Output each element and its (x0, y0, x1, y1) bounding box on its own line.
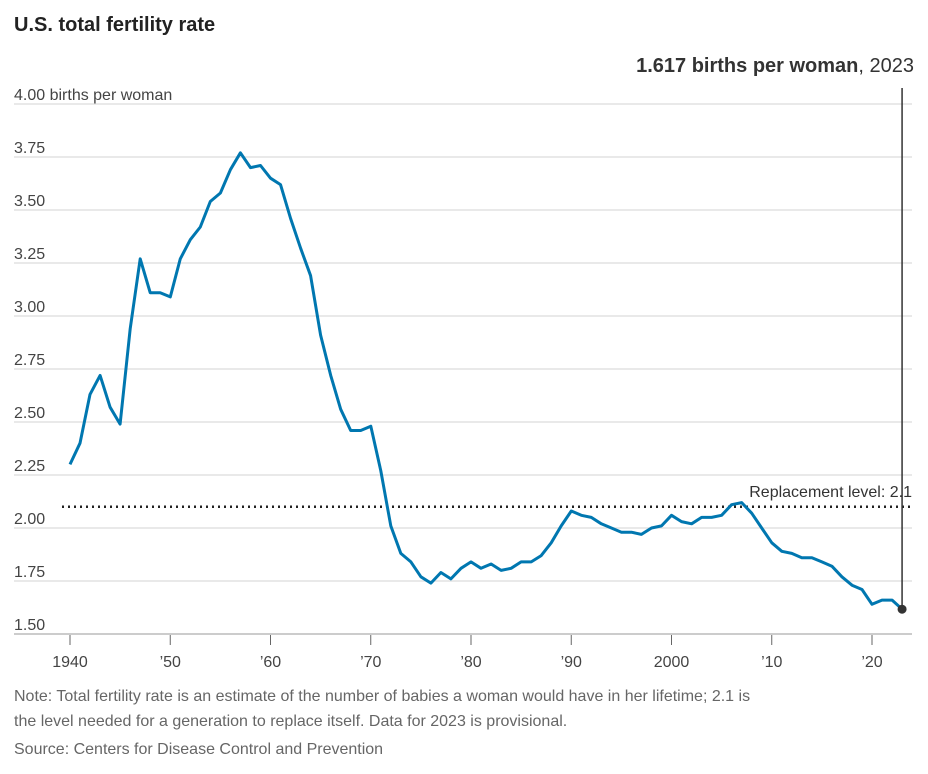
latest-point-marker (897, 604, 907, 614)
fertility-chart: 4.00 births per woman 3.75 3.50 3.25 3.00 2.7… (14, 55, 914, 671)
annotation-year: , 2023 (858, 55, 914, 77)
note-line-2: the level needed for a generation to rep… (14, 713, 568, 730)
y-tick-label: 2.25 (14, 458, 45, 475)
x-tick-label: ’80 (460, 654, 481, 671)
x-tick-label: 2000 (654, 654, 690, 671)
annotation-value: 1.617 births per woman (636, 55, 858, 77)
x-tick-label: ’50 (160, 654, 181, 671)
y-tick-label: 4.00 births per woman (14, 87, 172, 104)
source-text: Source: Centers for Disease Control and … (14, 741, 384, 758)
note-line-1: Note: Total fertility rate is an estimat… (14, 688, 751, 705)
x-tick-label: ’10 (761, 654, 782, 671)
y-tick-label: 2.50 (14, 405, 45, 422)
x-tick-label: ’60 (260, 654, 281, 671)
y-tick-label: 1.50 (14, 617, 45, 634)
chart-title: U.S. total fertility rate (14, 14, 216, 36)
latest-value-annotation: 1.617 births per woman, 2023 (636, 55, 914, 77)
x-tick-label: 1940 (52, 654, 88, 671)
y-tick-label: 3.50 (14, 193, 45, 210)
x-tick-label: ’90 (561, 654, 582, 671)
x-tick-label: ’20 (861, 654, 882, 671)
replacement-level-label: Replacement level: 2.1 (749, 484, 912, 501)
x-tick-label: ’70 (360, 654, 381, 671)
y-tick-label: 3.75 (14, 140, 45, 157)
y-tick-label: 3.00 (14, 299, 45, 316)
y-tick-label: 2.75 (14, 352, 45, 369)
y-tick-label: 2.00 (14, 511, 45, 528)
y-tick-label: 3.25 (14, 246, 45, 263)
fertility-rate-line (68, 151, 904, 611)
y-tick-label: 1.75 (14, 564, 45, 581)
